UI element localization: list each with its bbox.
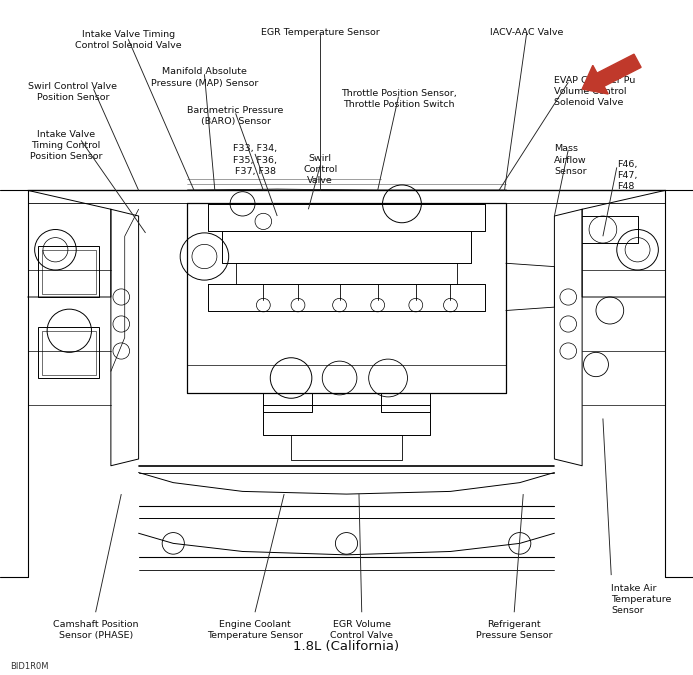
- Text: F46,
F47,
F48: F46, F47, F48: [617, 160, 637, 191]
- Text: 1.8L (California): 1.8L (California): [293, 640, 400, 653]
- FancyArrow shape: [582, 54, 641, 94]
- Text: Swirl Control Valve
Position Sensor: Swirl Control Valve Position Sensor: [28, 82, 117, 103]
- Text: Camshaft Position
Sensor (PHASE): Camshaft Position Sensor (PHASE): [53, 620, 139, 640]
- Text: Engine Coolant
Temperature Sensor: Engine Coolant Temperature Sensor: [207, 620, 303, 640]
- Text: Intake Air
Temperature
Sensor: Intake Air Temperature Sensor: [611, 584, 672, 615]
- Text: Mass
Airflow
Sensor: Mass Airflow Sensor: [554, 144, 587, 176]
- Bar: [38, 327, 99, 378]
- Bar: [42, 250, 96, 294]
- Text: IACV-AAC Valve: IACV-AAC Valve: [490, 28, 563, 37]
- Text: Swirl
Control
Valve: Swirl Control Valve: [303, 154, 337, 185]
- Text: F33, F34,
F35, F36,
F37, F38: F33, F34, F35, F36, F37, F38: [233, 144, 277, 176]
- Text: Barometric Pressure
(BARO) Sensor: Barometric Pressure (BARO) Sensor: [187, 106, 284, 126]
- Text: Intake Valve Timing
Control Solenoid Valve: Intake Valve Timing Control Solenoid Val…: [75, 30, 182, 51]
- Text: Throttle Position Sensor,
Throttle Position Switch: Throttle Position Sensor, Throttle Posit…: [340, 89, 457, 109]
- Text: EVAP Canister Pu
Volume Control
Solenoid Valve: EVAP Canister Pu Volume Control Solenoid…: [554, 76, 635, 107]
- Text: EGR Temperature Sensor: EGR Temperature Sensor: [261, 28, 380, 37]
- Text: Intake Valve
Timing Control
Position Sensor: Intake Valve Timing Control Position Sen…: [30, 130, 102, 161]
- Text: Manifold Absolute
Pressure (MAP) Sensor: Manifold Absolute Pressure (MAP) Sensor: [151, 68, 258, 88]
- Text: BID1R0M: BID1R0M: [10, 662, 49, 671]
- Text: EGR Volume
Control Valve: EGR Volume Control Valve: [331, 620, 393, 640]
- Bar: [42, 331, 96, 375]
- Bar: [38, 246, 99, 297]
- Text: Refrigerant
Pressure Sensor: Refrigerant Pressure Sensor: [476, 620, 552, 640]
